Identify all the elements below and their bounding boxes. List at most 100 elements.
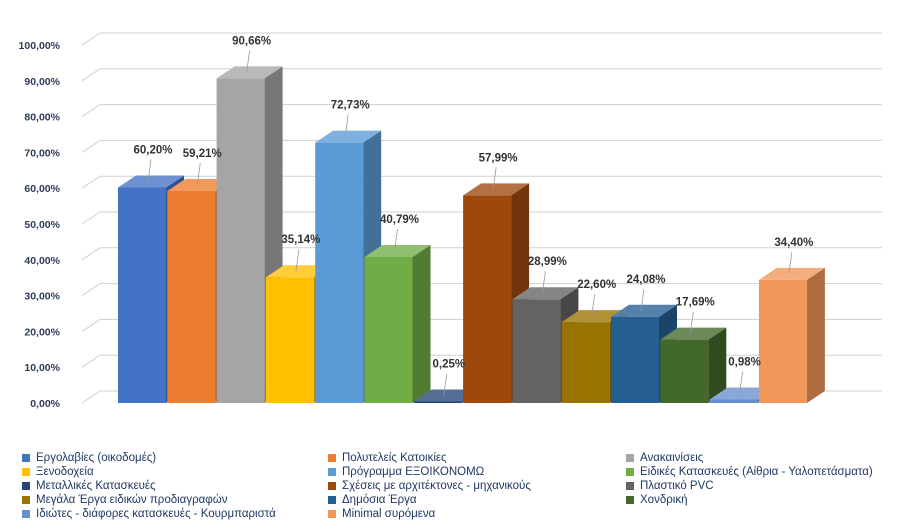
legend-item: Εργολαβίες (οικοδομές) bbox=[22, 452, 156, 464]
legend-swatch bbox=[626, 454, 634, 462]
gridline-depth bbox=[81, 175, 101, 189]
legend-item: Ξενοδοχεία bbox=[22, 466, 94, 478]
legend-label: Ξενοδοχεία bbox=[36, 466, 94, 478]
data-label: 60,20% bbox=[133, 144, 172, 156]
legend-swatch bbox=[626, 482, 634, 490]
legend-swatch bbox=[328, 468, 336, 476]
y-tick-label: 0,00% bbox=[30, 398, 60, 410]
y-axis: 0,00% 10,00% 20,00% 30,00% 40,00% 50,00% 60,00… bbox=[19, 40, 61, 410]
bar-front bbox=[265, 277, 314, 403]
bar-front bbox=[216, 78, 265, 404]
data-label-leader bbox=[196, 162, 201, 186]
data-label: 90,66% bbox=[232, 35, 271, 47]
bar bbox=[364, 244, 431, 403]
data-label-leader bbox=[492, 167, 497, 190]
bar-front bbox=[709, 399, 758, 403]
legend-item: Χονδρική bbox=[626, 494, 687, 506]
data-label-leader bbox=[788, 251, 793, 274]
bar-front bbox=[364, 256, 413, 403]
gridline-depth bbox=[81, 247, 101, 261]
legend-swatch bbox=[626, 496, 634, 504]
bar-top bbox=[758, 267, 825, 280]
y-tick-label: 50,00% bbox=[24, 219, 60, 231]
data-label-leader bbox=[689, 311, 694, 334]
data-label-leader bbox=[640, 288, 645, 311]
legend-label: Σχέσεις με αρχιτέκτονες - μηχανικούς bbox=[342, 480, 531, 492]
gridline-depth bbox=[81, 354, 101, 368]
gridline-depth bbox=[81, 283, 101, 297]
legend: Εργολαβίες (οικοδομές) Πολυτελείς Κατοικί… bbox=[0, 444, 906, 530]
gridline-depth bbox=[81, 68, 101, 82]
legend-item: Ανακαινίσεις bbox=[626, 452, 703, 464]
y-tick-label: 80,00% bbox=[24, 112, 60, 124]
bar-front bbox=[118, 187, 166, 403]
legend-item: Πρόγραμμα ΕΞΟΙΚΟΝΟΜΩ bbox=[328, 466, 484, 478]
data-label-leader bbox=[246, 50, 250, 73]
data-label: 35,14% bbox=[281, 234, 320, 246]
gridline-depth bbox=[81, 318, 101, 332]
legend-item: Ειδικές Κατασκευές (Αίθρια - Υαλοπετάσμα… bbox=[626, 466, 873, 478]
bar-top bbox=[216, 66, 283, 79]
bar-top bbox=[512, 287, 579, 300]
bar-top bbox=[660, 327, 727, 340]
legend-label: Πολυτελείς Κατοικίες bbox=[342, 452, 447, 464]
legend-item: Μεγάλα Έργα ειδικών προδιαγραφών bbox=[22, 494, 227, 506]
legend-item: Minimal συρόμενα bbox=[328, 508, 435, 520]
data-label: 0,98% bbox=[728, 356, 761, 368]
data-label: 57,99% bbox=[479, 152, 518, 164]
data-label: 28,99% bbox=[528, 256, 567, 268]
y-tick-label: 10,00% bbox=[24, 362, 60, 374]
data-label: 72,73% bbox=[331, 100, 370, 112]
legend-swatch bbox=[22, 454, 30, 462]
legend-swatch bbox=[328, 510, 336, 518]
bar-top bbox=[118, 175, 184, 188]
gridline-depth bbox=[81, 390, 101, 404]
bar-top bbox=[364, 244, 431, 257]
y-tick-label: 70,00% bbox=[24, 147, 60, 159]
data-label: 24,08% bbox=[626, 274, 665, 286]
legend-swatch bbox=[22, 482, 30, 490]
legend-swatch bbox=[22, 496, 30, 504]
legend-item: Πολυτελείς Κατοικίες bbox=[328, 452, 447, 464]
bars bbox=[118, 66, 825, 404]
bar-front bbox=[315, 142, 364, 404]
data-label: 0,25% bbox=[432, 359, 465, 371]
data-label: 40,79% bbox=[380, 214, 419, 226]
data-label-leader bbox=[542, 271, 546, 294]
data-label-leader bbox=[295, 249, 300, 272]
legend-swatch bbox=[22, 468, 30, 476]
legend-item: Σχέσεις με αρχιτέκτονες - μηχανικούς bbox=[328, 480, 531, 492]
y-tick-label: 20,00% bbox=[24, 326, 60, 338]
bar-front bbox=[512, 299, 561, 403]
bar-front bbox=[167, 191, 216, 403]
data-label: 59,21% bbox=[183, 148, 222, 160]
legend-swatch bbox=[626, 468, 634, 476]
legend-swatch bbox=[328, 482, 336, 490]
y-tick-label: 90,00% bbox=[24, 76, 60, 88]
legend-swatch bbox=[22, 510, 30, 518]
gridline-depth bbox=[81, 211, 101, 225]
bar-top bbox=[315, 130, 382, 143]
data-label-leader bbox=[394, 228, 398, 252]
legend-label: Δημόσια Έργα bbox=[342, 494, 417, 506]
data-label: 17,69% bbox=[676, 297, 715, 309]
bar-front bbox=[758, 279, 807, 403]
data-labels: 60,20% 59,21% 90,66% 35,14% 72,73% 40,79% 0,25… bbox=[133, 35, 813, 396]
y-tick-label: 30,00% bbox=[24, 291, 60, 303]
legend-swatch bbox=[328, 454, 336, 462]
legend-label: Minimal συρόμενα bbox=[342, 508, 436, 520]
bar bbox=[660, 327, 727, 403]
legend-label: Ειδικές Κατασκευές (Αίθρια - Υαλοπετάσμα… bbox=[640, 466, 873, 478]
data-label: 34,40% bbox=[774, 237, 813, 249]
legend-label: Ανακαινίσεις bbox=[640, 452, 704, 464]
data-label-leader bbox=[591, 294, 596, 317]
bar-side bbox=[412, 244, 431, 403]
bar-top bbox=[463, 183, 530, 196]
bar-side bbox=[708, 327, 727, 403]
legend-label: Πλαστικό PVC bbox=[640, 480, 714, 492]
bar-front bbox=[660, 339, 709, 403]
gridline-depth bbox=[81, 139, 101, 153]
legend-label: Μεταλλικές Κατασκευές bbox=[36, 480, 156, 492]
legend-label: Χονδρική bbox=[640, 494, 688, 506]
bar-front bbox=[561, 322, 610, 403]
